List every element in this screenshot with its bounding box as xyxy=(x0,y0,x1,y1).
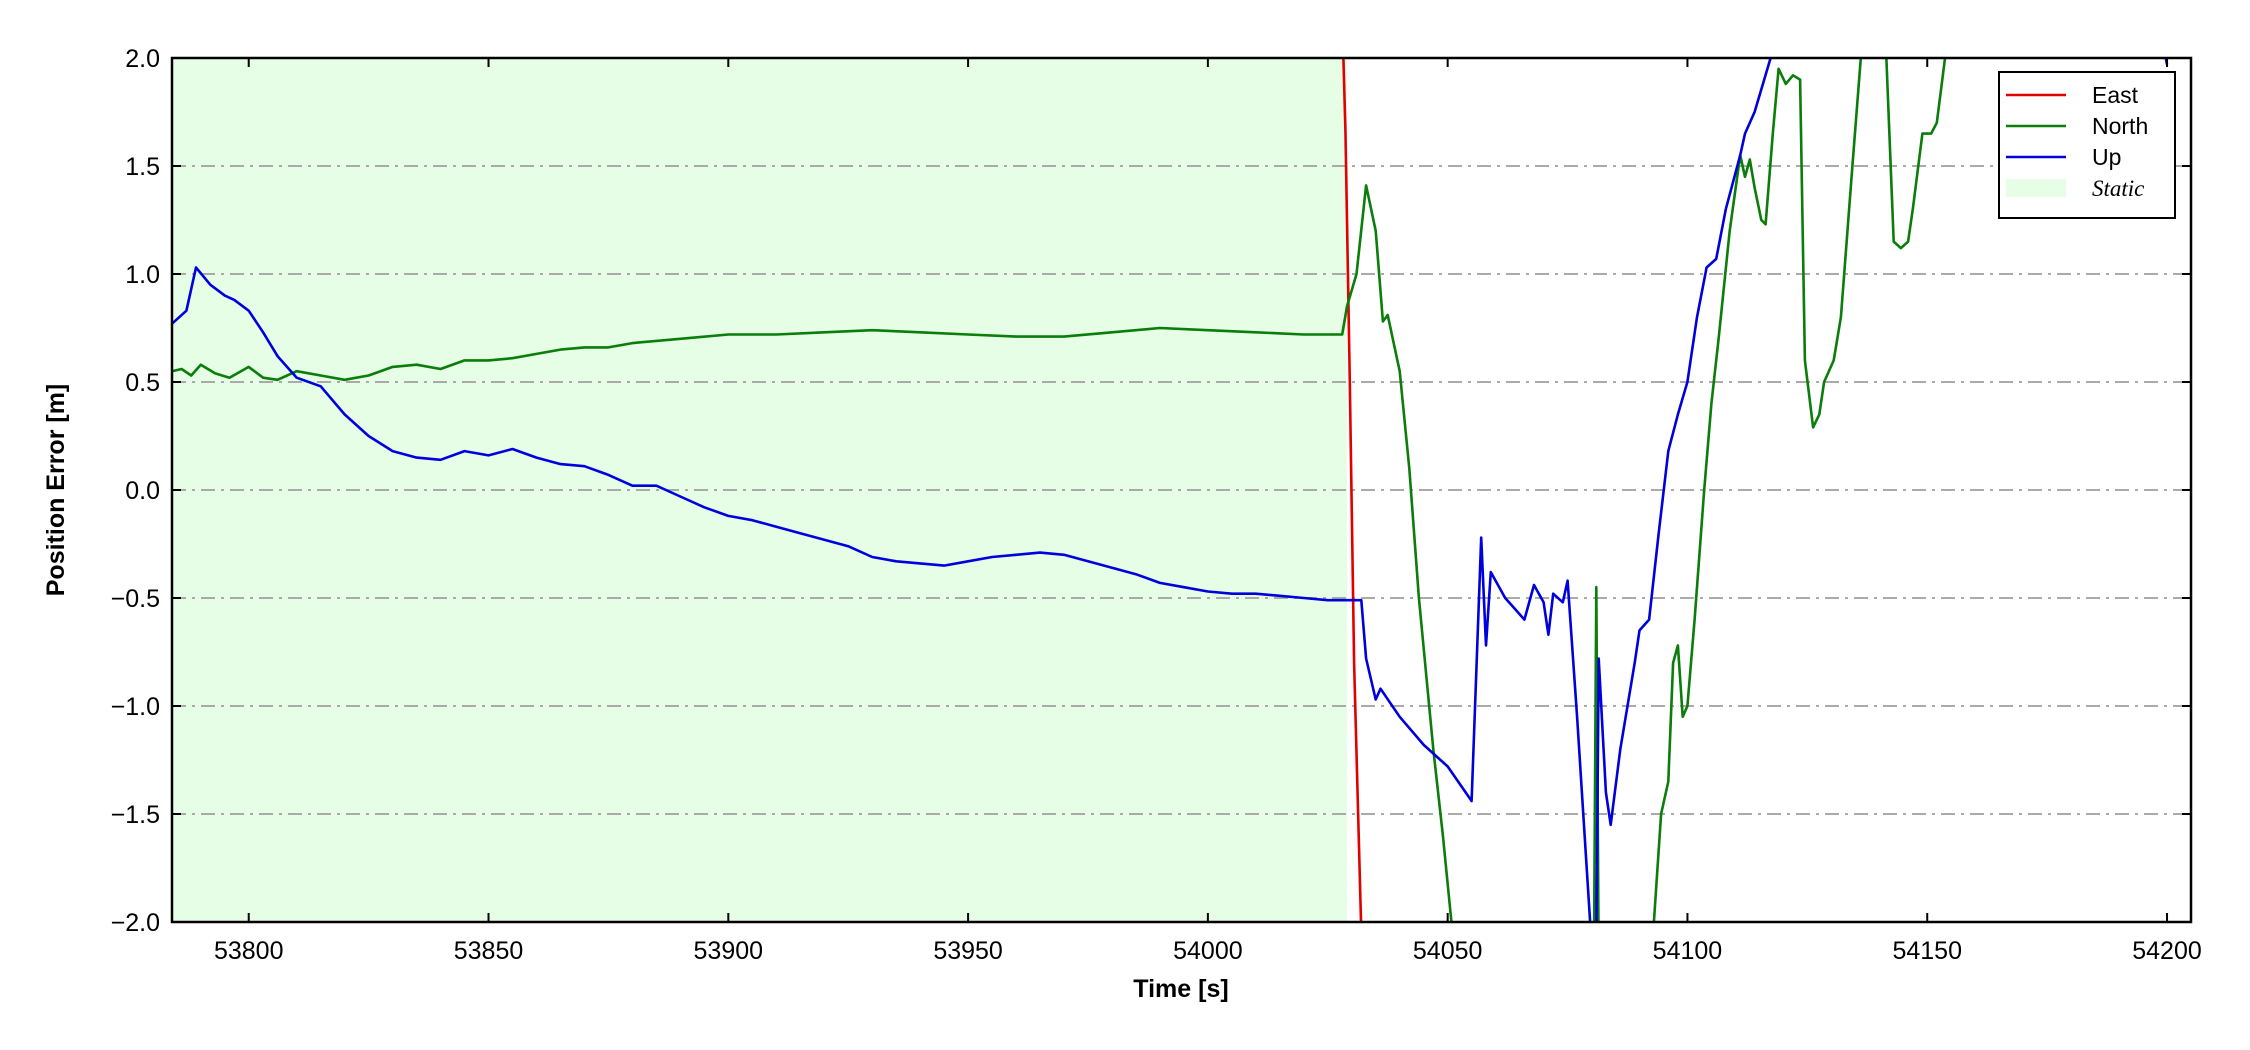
y-tick-label: 1.5 xyxy=(125,153,160,181)
x-tick-label: 54100 xyxy=(1653,937,1723,965)
y-tick-label: −1.0 xyxy=(111,693,160,721)
y-tick-label: −2.0 xyxy=(111,909,160,937)
x-tick-label: 54150 xyxy=(1892,937,1962,965)
y-tick-label: 2.0 xyxy=(125,45,160,73)
legend-label: Up xyxy=(2092,144,2121,170)
y-tick-label: −1.5 xyxy=(111,801,160,829)
y-axis-label: Position Error [m] xyxy=(42,384,70,597)
x-tick-label: 53950 xyxy=(933,937,1003,965)
y-tick-label: 0.0 xyxy=(125,477,160,505)
legend: East North Up Static xyxy=(1998,71,2176,219)
series-line xyxy=(172,58,2169,922)
series-line xyxy=(172,58,1947,922)
y-tick-label: 1.0 xyxy=(125,261,160,289)
x-tick-label: 54050 xyxy=(1413,937,1483,965)
x-tick-label: 53850 xyxy=(454,937,524,965)
legend-label: North xyxy=(2092,113,2148,139)
legend-label: East xyxy=(2092,82,2139,108)
series-line xyxy=(1342,58,1363,922)
x-tick-label: 53800 xyxy=(214,937,284,965)
x-tick-label: 53900 xyxy=(694,937,764,965)
lines-layer xyxy=(172,58,2169,922)
y-tick-label: 0.5 xyxy=(125,369,160,397)
x-tick-label: 54200 xyxy=(2132,937,2202,965)
legend-label: Static xyxy=(2092,176,2144,201)
x-axis-label: Time [s] xyxy=(1133,975,1228,1003)
x-tick-label: 54000 xyxy=(1173,937,1243,965)
axes-layer: −2.0 −1.5 −1.0 −0.5 0.0 0.5 1.0 1.5 2.0 53800 5385… xyxy=(111,45,2202,965)
legend-swatch xyxy=(2006,179,2066,197)
y-tick-label: −0.5 xyxy=(111,585,160,613)
